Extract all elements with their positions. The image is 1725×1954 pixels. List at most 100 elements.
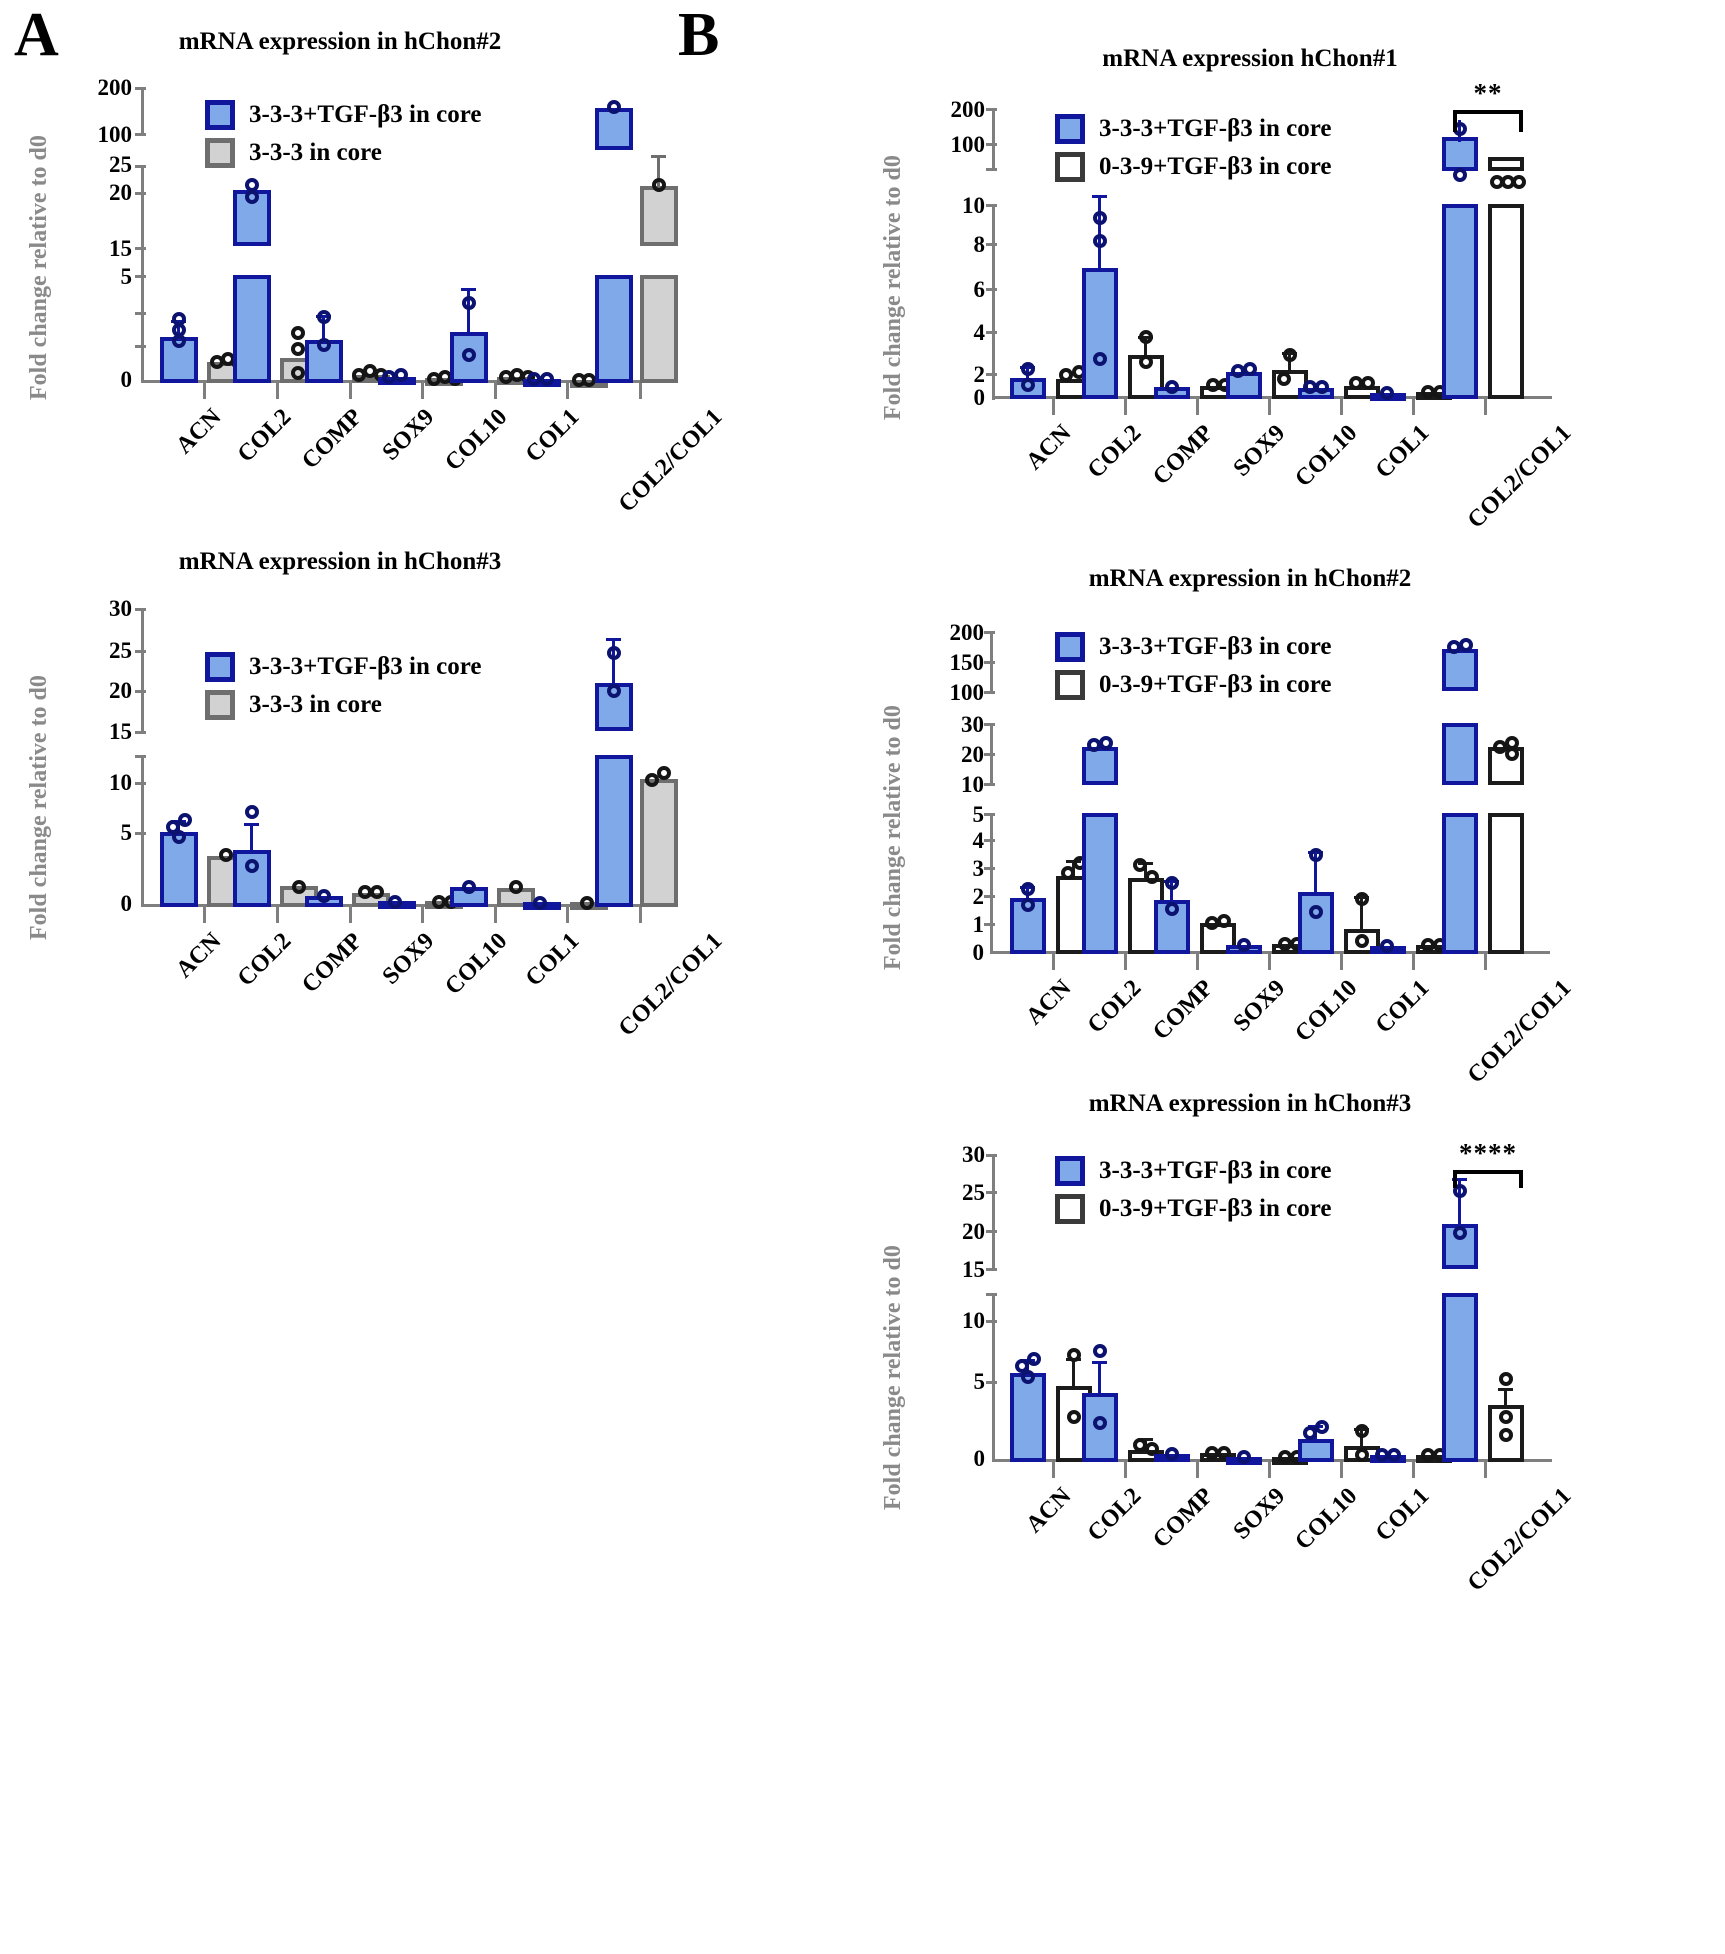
x-label-col1: COL1 <box>520 928 585 992</box>
data-point <box>1021 378 1035 392</box>
chart-title: mRNA expression in hChon#2 <box>178 28 502 55</box>
data-point <box>607 684 621 698</box>
x-label-sox9: SOX9 <box>1228 420 1291 482</box>
x-tick <box>203 383 206 399</box>
data-point <box>317 338 331 352</box>
data-point <box>1309 848 1323 862</box>
y-tick-200: 200 <box>949 620 985 645</box>
data-point <box>1303 1426 1317 1440</box>
bar-blue-ratio-upper <box>595 108 633 150</box>
x-tick <box>1268 954 1271 970</box>
data-point <box>1453 1184 1467 1198</box>
y-axis-label: Fold change relative to d0 <box>26 675 52 940</box>
chart-legend: 3-3-3+TGF-β3 in core 3-3-3 in core <box>205 96 481 172</box>
data-point <box>388 895 402 909</box>
data-point <box>1145 1442 1159 1456</box>
legend-row-blue: 3-3-3+TGF-β3 in core <box>205 648 481 686</box>
axis-cap <box>984 691 995 694</box>
bar-blue-ratio-lower <box>595 275 633 383</box>
y-tick-10: 10 <box>962 1308 985 1333</box>
x-label-acn: ACN <box>171 928 227 984</box>
bar-blue-ratio-lower <box>1442 813 1478 954</box>
errorbar-cap <box>244 823 259 826</box>
data-point <box>1499 1428 1513 1442</box>
bar-blue-col10 <box>1298 1439 1334 1462</box>
axis-cap <box>986 1293 997 1296</box>
data-point <box>462 880 476 894</box>
errorbar <box>250 823 253 853</box>
data-point <box>1283 348 1297 362</box>
data-point <box>219 848 233 862</box>
axis-cap <box>135 608 146 611</box>
x-label-comp: COMP <box>297 404 368 475</box>
data-point <box>1093 234 1107 248</box>
axis-segment-lower <box>992 1293 995 1461</box>
axis-cap <box>984 867 995 870</box>
errorbar-cap <box>461 288 476 291</box>
data-point <box>1217 914 1231 928</box>
x-label-sox9: SOX9 <box>1228 975 1291 1037</box>
x-tick <box>1412 1462 1415 1478</box>
chart-title: mRNA expression in hChon#2 <box>1088 565 1412 592</box>
y-tick-0: 0 <box>973 1446 986 1471</box>
axis-cap <box>135 832 146 835</box>
legend-swatch-blue <box>205 652 235 682</box>
data-point <box>509 880 523 894</box>
x-label-comp: COMP <box>297 928 368 999</box>
axis-cap <box>986 168 997 171</box>
y-tick-6: 6 <box>973 277 986 302</box>
errorbar <box>1360 1428 1363 1448</box>
data-point <box>1309 905 1323 919</box>
y-tick-25: 25 <box>109 152 132 177</box>
data-point <box>1315 380 1329 394</box>
axis-segment-upper <box>141 87 144 135</box>
legend-label-grey: 3-3-3 in core <box>249 691 382 718</box>
data-point <box>317 889 331 903</box>
legend-label-grey: 3-3-3 in core <box>249 139 382 166</box>
data-point <box>527 372 541 386</box>
data-point <box>1237 938 1251 952</box>
bar-blue-col2-lower <box>1082 813 1118 954</box>
x-label-sox9: SOX9 <box>377 928 440 990</box>
data-point <box>1061 866 1075 880</box>
data-point <box>1499 1372 1513 1386</box>
legend-row-grey: 3-3-3 in core <box>205 686 481 724</box>
x-tick <box>494 383 497 399</box>
legend-label-white: 0-3-9+TGF-β3 in core <box>1099 671 1332 698</box>
data-point <box>1021 362 1035 376</box>
legend-label-blue: 3-3-3+TGF-β3 in core <box>1099 115 1332 142</box>
chart-legend: 3-3-3+TGF-β3 in core 3-3-3 in core <box>205 648 481 724</box>
data-point <box>1027 1352 1041 1366</box>
x-label-col2: COL2 <box>1082 1483 1147 1547</box>
chart-a-hchon2: mRNA expression in hChon#2 Fold change r… <box>0 0 727 520</box>
x-tick <box>1340 954 1343 970</box>
x-tick <box>1124 954 1127 970</box>
data-point <box>580 896 594 910</box>
axis-cap <box>984 661 995 664</box>
y-tick-25: 25 <box>962 1180 985 1205</box>
x-tick <box>203 907 206 923</box>
chart-b-hchon2: mRNA expression in hChon#2 Fold change r… <box>860 540 1725 1089</box>
data-point <box>1021 1370 1035 1384</box>
legend-swatch-white <box>1055 1194 1085 1224</box>
errorbar <box>1144 336 1147 358</box>
data-point <box>1361 376 1375 390</box>
x-tick <box>1052 954 1055 970</box>
y-tick-20: 20 <box>961 742 984 767</box>
axis-cap <box>986 204 997 207</box>
chart-b-hchon3: mRNA expression in hChon#3 Fold change r… <box>860 1080 1725 1610</box>
y-tick-15: 15 <box>962 1257 985 1282</box>
y-tick-10: 10 <box>962 193 985 218</box>
axis-cap <box>984 895 995 898</box>
data-point <box>172 830 186 844</box>
bar-blue-acn <box>160 337 198 383</box>
data-point <box>533 896 547 910</box>
bar-blue-col2-lower <box>233 275 271 383</box>
errorbar-cap <box>1092 195 1107 198</box>
errorbar <box>1314 851 1317 895</box>
legend-swatch-blue <box>1055 1156 1085 1186</box>
x-label-ratio: COL2/COL1 <box>1462 1483 1577 1597</box>
x-label-col10: COL10 <box>1290 1483 1363 1556</box>
errorbar-cap <box>651 155 666 158</box>
y-tick-200: 200 <box>97 75 133 100</box>
